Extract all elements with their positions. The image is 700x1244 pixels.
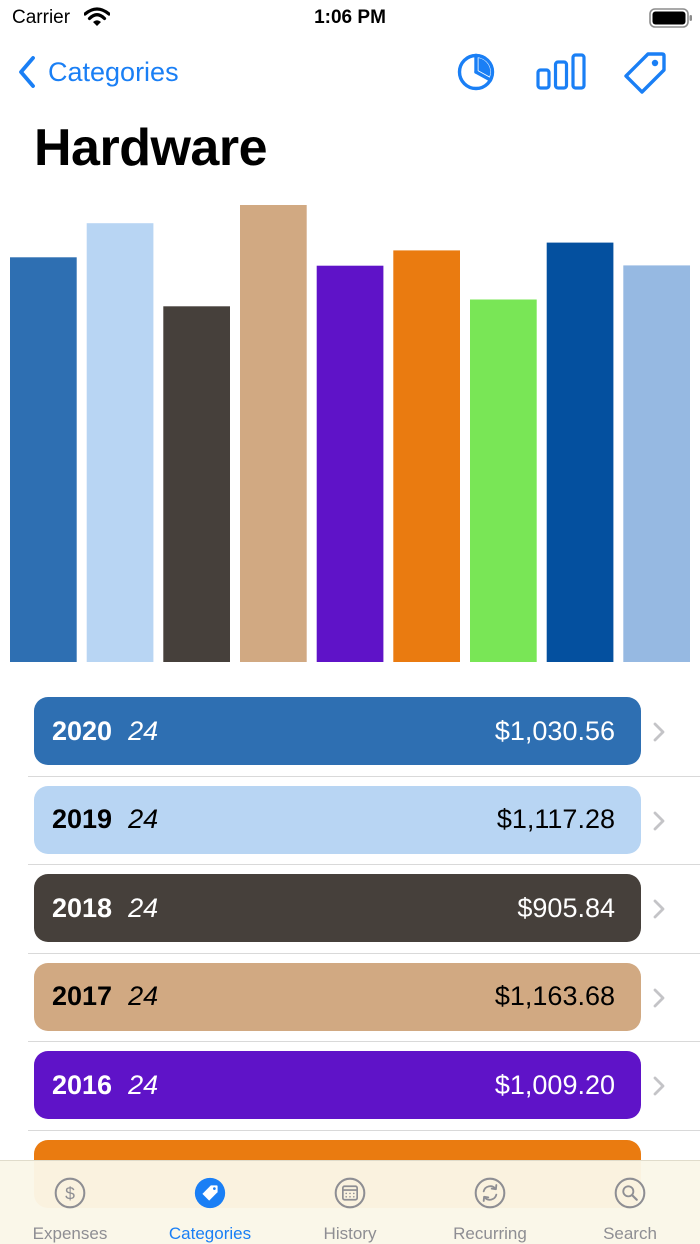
count-label: 24 <box>128 981 159 1011</box>
year-list: 2020 24 $1,030.56 2019 24 $1,117.28 2018… <box>0 688 700 1219</box>
list-row-3[interactable]: 2017 24 $1,163.68 <box>0 954 700 1042</box>
list-row-0[interactable]: 2020 24 $1,030.56 <box>0 688 700 777</box>
calendar-circle-icon <box>334 1177 366 1209</box>
chevron-right-icon <box>653 811 665 830</box>
chart-bar-2013[interactable] <box>546 242 614 662</box>
pie-chart-icon <box>457 53 495 91</box>
pie-chart-button[interactable] <box>454 50 498 94</box>
tab-categories[interactable]: Categories <box>140 1161 280 1244</box>
amount-label: $1,163.68 <box>494 981 615 1011</box>
refresh-circle-icon <box>474 1177 506 1209</box>
row-divider <box>28 1041 700 1042</box>
amount-label: $1,009.20 <box>494 1069 615 1100</box>
amount-label: $905.84 <box>517 892 615 923</box>
count-label: 24 <box>128 715 159 746</box>
year-label: 2019 <box>52 804 113 834</box>
row-divider <box>28 952 700 954</box>
tab-search[interactable]: Search <box>560 1161 700 1244</box>
category-bar-chart <box>10 205 690 663</box>
year-pill: 2020 24 $1,030.56 <box>34 697 641 765</box>
year-label: 2020 <box>52 715 113 746</box>
tag-circle-icon <box>194 1177 226 1209</box>
tag-button[interactable] <box>622 50 666 94</box>
back-button[interactable]: Categories <box>18 52 179 92</box>
list-row-2[interactable]: 2018 24 $905.84 <box>0 865 700 954</box>
chevron-left-icon <box>19 56 35 88</box>
chart-bar-2018[interactable] <box>163 306 230 662</box>
chart-bar-2014[interactable] <box>470 299 537 663</box>
chevron-right-icon <box>653 899 665 919</box>
list-row-4[interactable]: 2016 24 $1,009.20 <box>0 1042 700 1131</box>
chart-bar-2016[interactable] <box>316 265 384 662</box>
tab-history[interactable]: History <box>280 1161 420 1244</box>
amount-label: $1,117.28 <box>496 804 615 834</box>
chevron-right-icon <box>653 1076 665 1096</box>
tag-icon <box>624 52 666 94</box>
page-title: Hardware <box>34 119 268 177</box>
year-label: 2017 <box>52 981 113 1011</box>
magnifier-circle-icon <box>614 1177 646 1209</box>
carrier-label: Carrier <box>12 7 71 28</box>
clock-time: 1:06 PM <box>314 7 386 28</box>
tab-bar: $ Expenses Categories History Recurring <box>0 1160 700 1244</box>
wifi-icon <box>84 7 110 26</box>
year-pill: 2016 24 $1,009.20 <box>34 1051 641 1119</box>
chart-bar-2012[interactable] <box>623 265 690 662</box>
chart-bar-2017[interactable] <box>240 205 307 662</box>
bar-chart-button[interactable] <box>536 50 586 94</box>
tab-label: Categories <box>168 1224 252 1243</box>
tab-label: Search <box>603 1224 657 1243</box>
chevron-right-icon <box>653 722 665 742</box>
year-label: 2018 <box>52 892 113 923</box>
bar-chart-icon <box>536 53 586 90</box>
tab-label: Expenses <box>32 1224 108 1243</box>
tab-recurring[interactable]: Recurring <box>420 1161 560 1244</box>
status-bar: Carrier 1:06 PM <box>0 0 700 36</box>
list-row-1[interactable]: 2019 24 $1,117.28 <box>0 777 700 865</box>
chart-bar-2020[interactable] <box>10 257 77 662</box>
count-label: 24 <box>128 804 159 834</box>
battery-icon <box>649 8 692 28</box>
tab-label: History <box>323 1224 377 1243</box>
year-pill: 2019 24 $1,117.28 <box>34 785 641 854</box>
year-pill: 2017 24 $1,163.68 <box>34 962 641 1031</box>
row-divider <box>28 775 700 777</box>
year-pill: 2018 24 $905.84 <box>34 874 641 942</box>
count-label: 24 <box>128 892 159 923</box>
chart-bar-2019[interactable] <box>86 223 154 662</box>
count-label: 24 <box>128 1069 159 1100</box>
row-divider <box>28 1129 700 1131</box>
back-button-label: Categories <box>48 56 179 87</box>
tab-expenses[interactable]: $ Expenses <box>0 1161 140 1244</box>
tab-label: Recurring <box>453 1224 527 1243</box>
chevron-right-icon <box>653 988 665 1007</box>
amount-label: $1,030.56 <box>494 715 615 746</box>
row-divider <box>28 864 700 865</box>
dollar-circle-icon: $ <box>54 1177 86 1209</box>
year-label: 2016 <box>52 1069 113 1100</box>
svg-text:$: $ <box>65 1183 75 1203</box>
chart-bar-2015[interactable] <box>393 250 460 662</box>
